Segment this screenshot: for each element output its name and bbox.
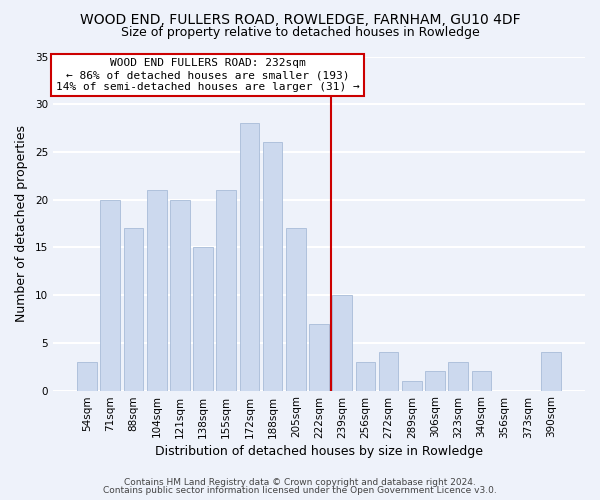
Bar (239, 124, 259, 390)
Text: Contains HM Land Registry data © Crown copyright and database right 2024.: Contains HM Land Registry data © Crown c… (124, 478, 476, 487)
Bar (193, 248, 213, 390)
Bar (425, 372, 445, 390)
Y-axis label: Number of detached properties: Number of detached properties (15, 125, 28, 322)
Bar (147, 190, 167, 390)
Bar (448, 362, 468, 390)
Bar (541, 352, 561, 391)
Bar (77, 362, 97, 390)
Bar (286, 228, 305, 390)
Bar (124, 228, 143, 390)
Bar (263, 142, 283, 390)
Text: Contains public sector information licensed under the Open Government Licence v3: Contains public sector information licen… (103, 486, 497, 495)
Text: WOOD END FULLERS ROAD: 232sqm
← 86% of detached houses are smaller (193)
14% of : WOOD END FULLERS ROAD: 232sqm ← 86% of d… (56, 58, 359, 92)
Bar (309, 324, 329, 390)
Bar (402, 381, 422, 390)
X-axis label: Distribution of detached houses by size in Rowledge: Distribution of detached houses by size … (155, 444, 483, 458)
Bar (472, 372, 491, 390)
Text: Size of property relative to detached houses in Rowledge: Size of property relative to detached ho… (121, 26, 479, 39)
Bar (332, 295, 352, 390)
Bar (379, 352, 398, 391)
Text: WOOD END, FULLERS ROAD, ROWLEDGE, FARNHAM, GU10 4DF: WOOD END, FULLERS ROAD, ROWLEDGE, FARNHA… (80, 12, 520, 26)
Bar (217, 190, 236, 390)
Bar (100, 200, 120, 390)
Bar (170, 200, 190, 390)
Bar (356, 362, 375, 390)
